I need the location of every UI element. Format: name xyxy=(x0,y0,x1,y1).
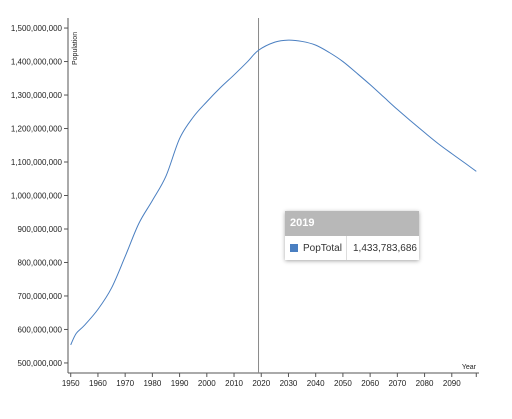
hover-tooltip: 2019 PopTotal 1,433,783,686 xyxy=(285,211,419,260)
y-tick-label: 700,000,000 xyxy=(18,292,63,301)
tooltip-key: PopTotal xyxy=(285,236,347,260)
x-tick-label: 2020 xyxy=(252,379,270,388)
y-tick-label: 800,000,000 xyxy=(18,258,63,267)
x-tick-label: 2080 xyxy=(416,379,434,388)
y-tick-label: 600,000,000 xyxy=(18,325,63,334)
x-tick-label: 2060 xyxy=(361,379,379,388)
series-swatch xyxy=(290,244,298,252)
x-tick-label: 2010 xyxy=(225,379,243,388)
x-axis-label: Year xyxy=(462,364,477,371)
x-tick-label: 2040 xyxy=(307,379,325,388)
y-tick-label: 1,400,000,000 xyxy=(11,58,63,67)
y-axis-label: Population xyxy=(72,32,79,65)
x-tick-label: 2000 xyxy=(198,379,216,388)
y-tick-label: 1,300,000,000 xyxy=(11,91,63,100)
x-tick-label: 1950 xyxy=(62,379,80,388)
series-line-poptotal xyxy=(70,39,477,346)
x-tick-label: 1970 xyxy=(116,379,134,388)
y-tick-label: 900,000,000 xyxy=(18,225,63,234)
x-tick-label: 2050 xyxy=(334,379,352,388)
x-tick-label: 2030 xyxy=(280,379,298,388)
y-tick-label: 1,000,000,000 xyxy=(11,192,63,201)
tooltip-year: 2019 xyxy=(285,211,419,236)
tooltip-value: 1,433,783,686 xyxy=(353,242,417,254)
y-tick-label: 1,200,000,000 xyxy=(11,125,63,134)
tooltip-row: PopTotal 1,433,783,686 xyxy=(285,236,419,260)
x-tick-label: 2090 xyxy=(443,379,461,388)
x-tick-label: 1960 xyxy=(89,379,107,388)
y-tick-label: 1,100,000,000 xyxy=(11,158,63,167)
x-tick-label: 1980 xyxy=(143,379,161,388)
x-tick-label: 1990 xyxy=(171,379,189,388)
y-tick-label: 1,500,000,000 xyxy=(11,24,63,33)
y-tick-label: 500,000,000 xyxy=(18,359,63,368)
x-tick-label: 2070 xyxy=(388,379,406,388)
tooltip-series-name: PopTotal xyxy=(303,242,342,254)
